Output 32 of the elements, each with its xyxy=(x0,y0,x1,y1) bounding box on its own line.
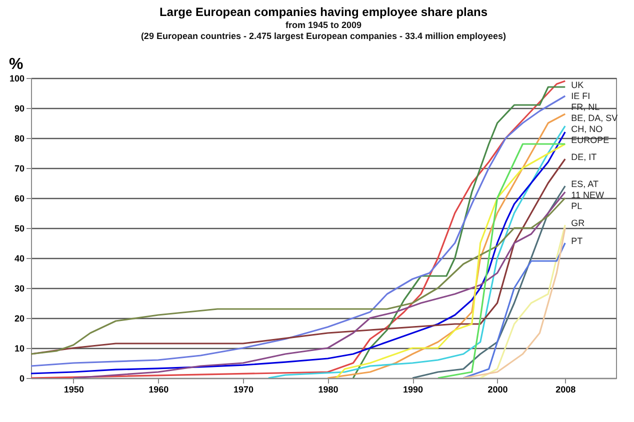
y-tick-label: 100 xyxy=(9,74,24,84)
chart-subtitle: from 1945 to 2009 xyxy=(285,20,362,30)
series-label: BE, DA, SV xyxy=(571,112,618,123)
chart-title: Large European companies having employee share plans xyxy=(159,5,488,19)
series-label: CH, NO xyxy=(571,124,603,134)
series-label: ES, AT xyxy=(571,179,599,189)
text: (29 European countries - 2.475 largest European companies - 33.4 million employees) xyxy=(140,31,506,41)
y-tick-label: 10 xyxy=(14,344,24,354)
y-tick-label: 0 xyxy=(19,374,24,384)
series-label: UK xyxy=(571,80,584,90)
x-tick-label: 2000 xyxy=(488,384,508,394)
y-tick-label: 90 xyxy=(14,104,24,114)
y-tick-label: 70 xyxy=(14,164,24,174)
y-tick-label: 20 xyxy=(14,314,24,324)
series-label: IE FI xyxy=(571,90,590,101)
series-label: PL xyxy=(571,201,582,211)
y-tick-label: 30 xyxy=(14,284,24,294)
y-axis-title: % xyxy=(9,56,24,73)
x-tick-label: 1980 xyxy=(318,384,338,394)
y-tick-label: 50 xyxy=(14,224,24,234)
x-tick-label: 2008 xyxy=(556,384,576,394)
y-tick-label: 80 xyxy=(14,134,24,144)
series-label: 11 NEW xyxy=(571,190,604,200)
y-tick-label: 60 xyxy=(14,194,24,204)
x-tick-label: 1990 xyxy=(403,384,424,394)
x-tick-label: 1960 xyxy=(148,384,169,394)
x-tick-label: 1970 xyxy=(233,384,254,394)
series-label: PT xyxy=(571,236,584,246)
series-label: DE, IT xyxy=(571,152,598,162)
x-tick-label: 1950 xyxy=(64,384,84,394)
series-label: GR xyxy=(571,218,586,228)
y-tick-label: 40 xyxy=(14,254,24,264)
